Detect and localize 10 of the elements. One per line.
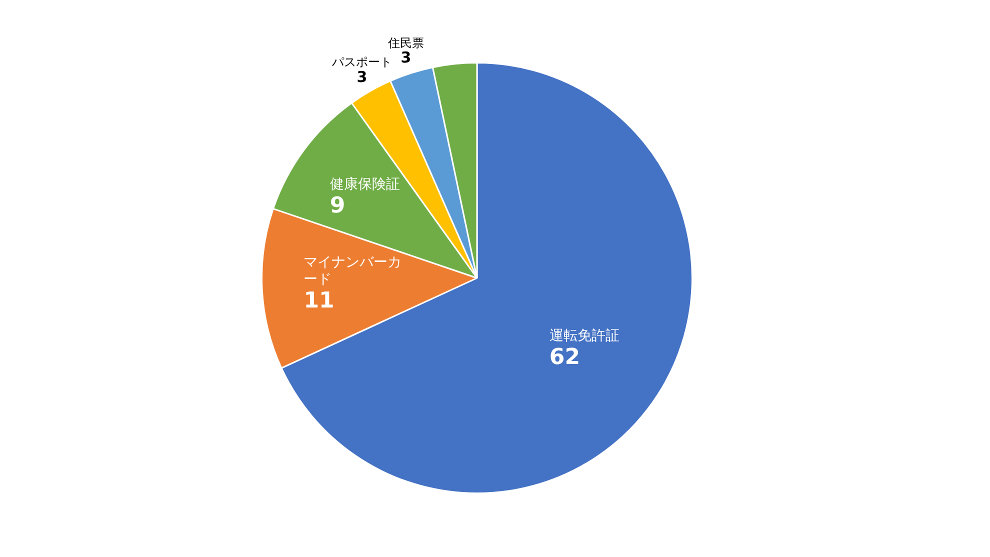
data-label: 3 [356,68,368,86]
slice-label: 健康保険証 [330,176,400,193]
slice-label: マイナンバーカード [304,254,402,288]
slice-label: 運転免許証 [549,328,620,344]
data-label: 62 [549,345,580,370]
data-label: 3 [400,48,412,67]
data-label: 11 [304,288,334,314]
slice-label: 住民票 [386,36,424,50]
slice-label: パスポート [330,55,392,70]
data-label: 9 [330,194,346,219]
